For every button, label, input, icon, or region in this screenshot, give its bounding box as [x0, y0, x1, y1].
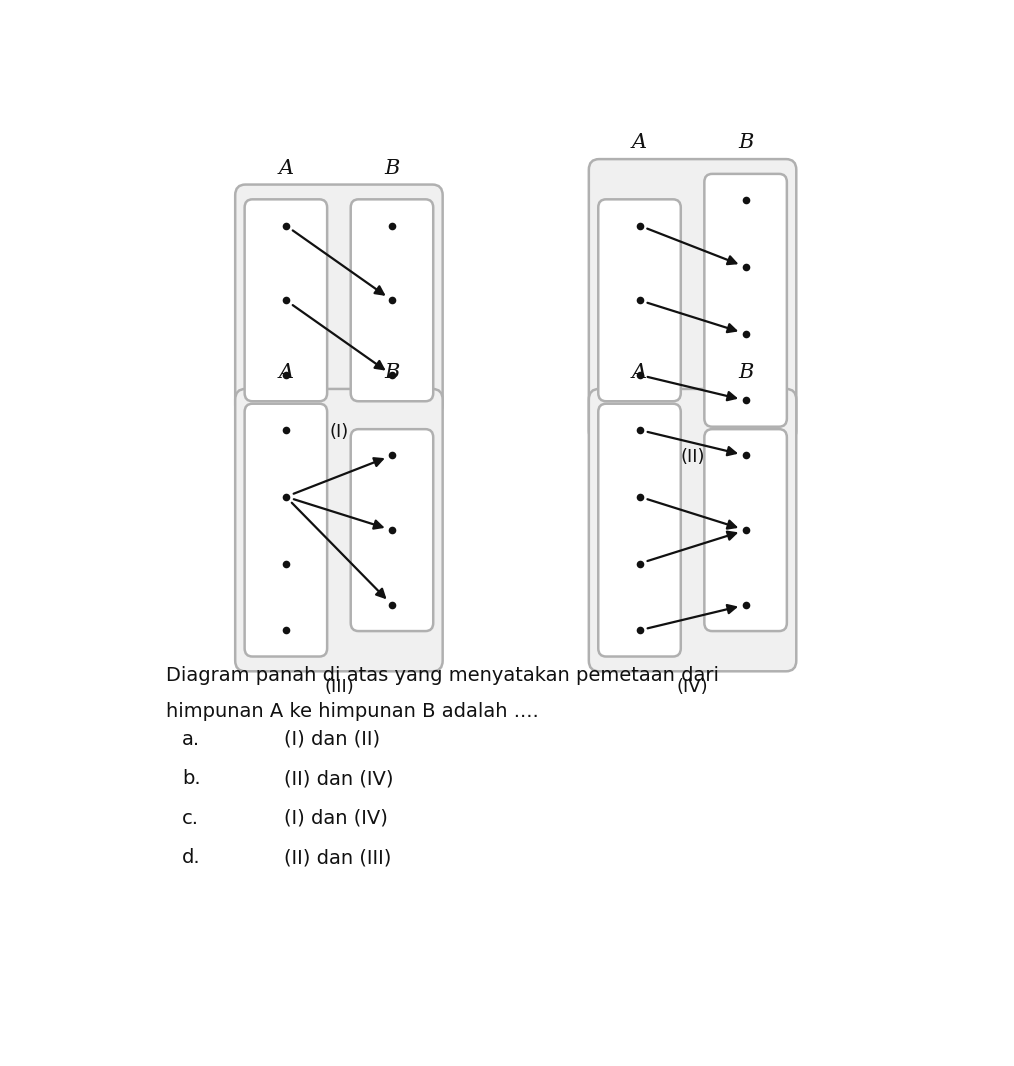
Text: himpunan A ke himpunan B adalah ....: himpunan A ke himpunan B adalah ....: [166, 701, 538, 721]
FancyBboxPatch shape: [705, 174, 787, 426]
FancyBboxPatch shape: [244, 404, 328, 657]
Text: (II): (II): [680, 448, 705, 466]
Text: (I) dan (IV): (I) dan (IV): [284, 809, 387, 827]
Text: A: A: [632, 364, 647, 382]
FancyBboxPatch shape: [589, 159, 796, 441]
Text: B: B: [738, 133, 753, 152]
Text: a.: a.: [182, 730, 200, 749]
Text: B: B: [384, 364, 400, 382]
Text: A: A: [278, 364, 293, 382]
Text: c.: c.: [182, 809, 199, 827]
Text: (III): (III): [324, 678, 354, 696]
FancyBboxPatch shape: [235, 184, 443, 416]
Text: B: B: [738, 364, 753, 382]
Text: A: A: [278, 159, 293, 178]
FancyBboxPatch shape: [244, 199, 328, 401]
FancyBboxPatch shape: [351, 199, 433, 401]
Text: (II) dan (IV): (II) dan (IV): [284, 770, 393, 789]
Text: b.: b.: [182, 770, 201, 789]
Text: B: B: [384, 159, 400, 178]
Text: (IV): (IV): [676, 678, 709, 696]
Text: (I) dan (II): (I) dan (II): [284, 730, 380, 749]
FancyBboxPatch shape: [598, 404, 680, 657]
Text: A: A: [632, 133, 647, 152]
Text: (I): (I): [330, 422, 349, 440]
FancyBboxPatch shape: [235, 389, 443, 672]
FancyBboxPatch shape: [598, 199, 680, 401]
Text: Diagram panah di atas yang menyatakan pemetaan dari: Diagram panah di atas yang menyatakan pe…: [166, 665, 719, 684]
Text: (II) dan (III): (II) dan (III): [284, 849, 391, 867]
FancyBboxPatch shape: [589, 389, 796, 672]
Text: d.: d.: [182, 849, 201, 867]
FancyBboxPatch shape: [351, 430, 433, 631]
FancyBboxPatch shape: [705, 430, 787, 631]
